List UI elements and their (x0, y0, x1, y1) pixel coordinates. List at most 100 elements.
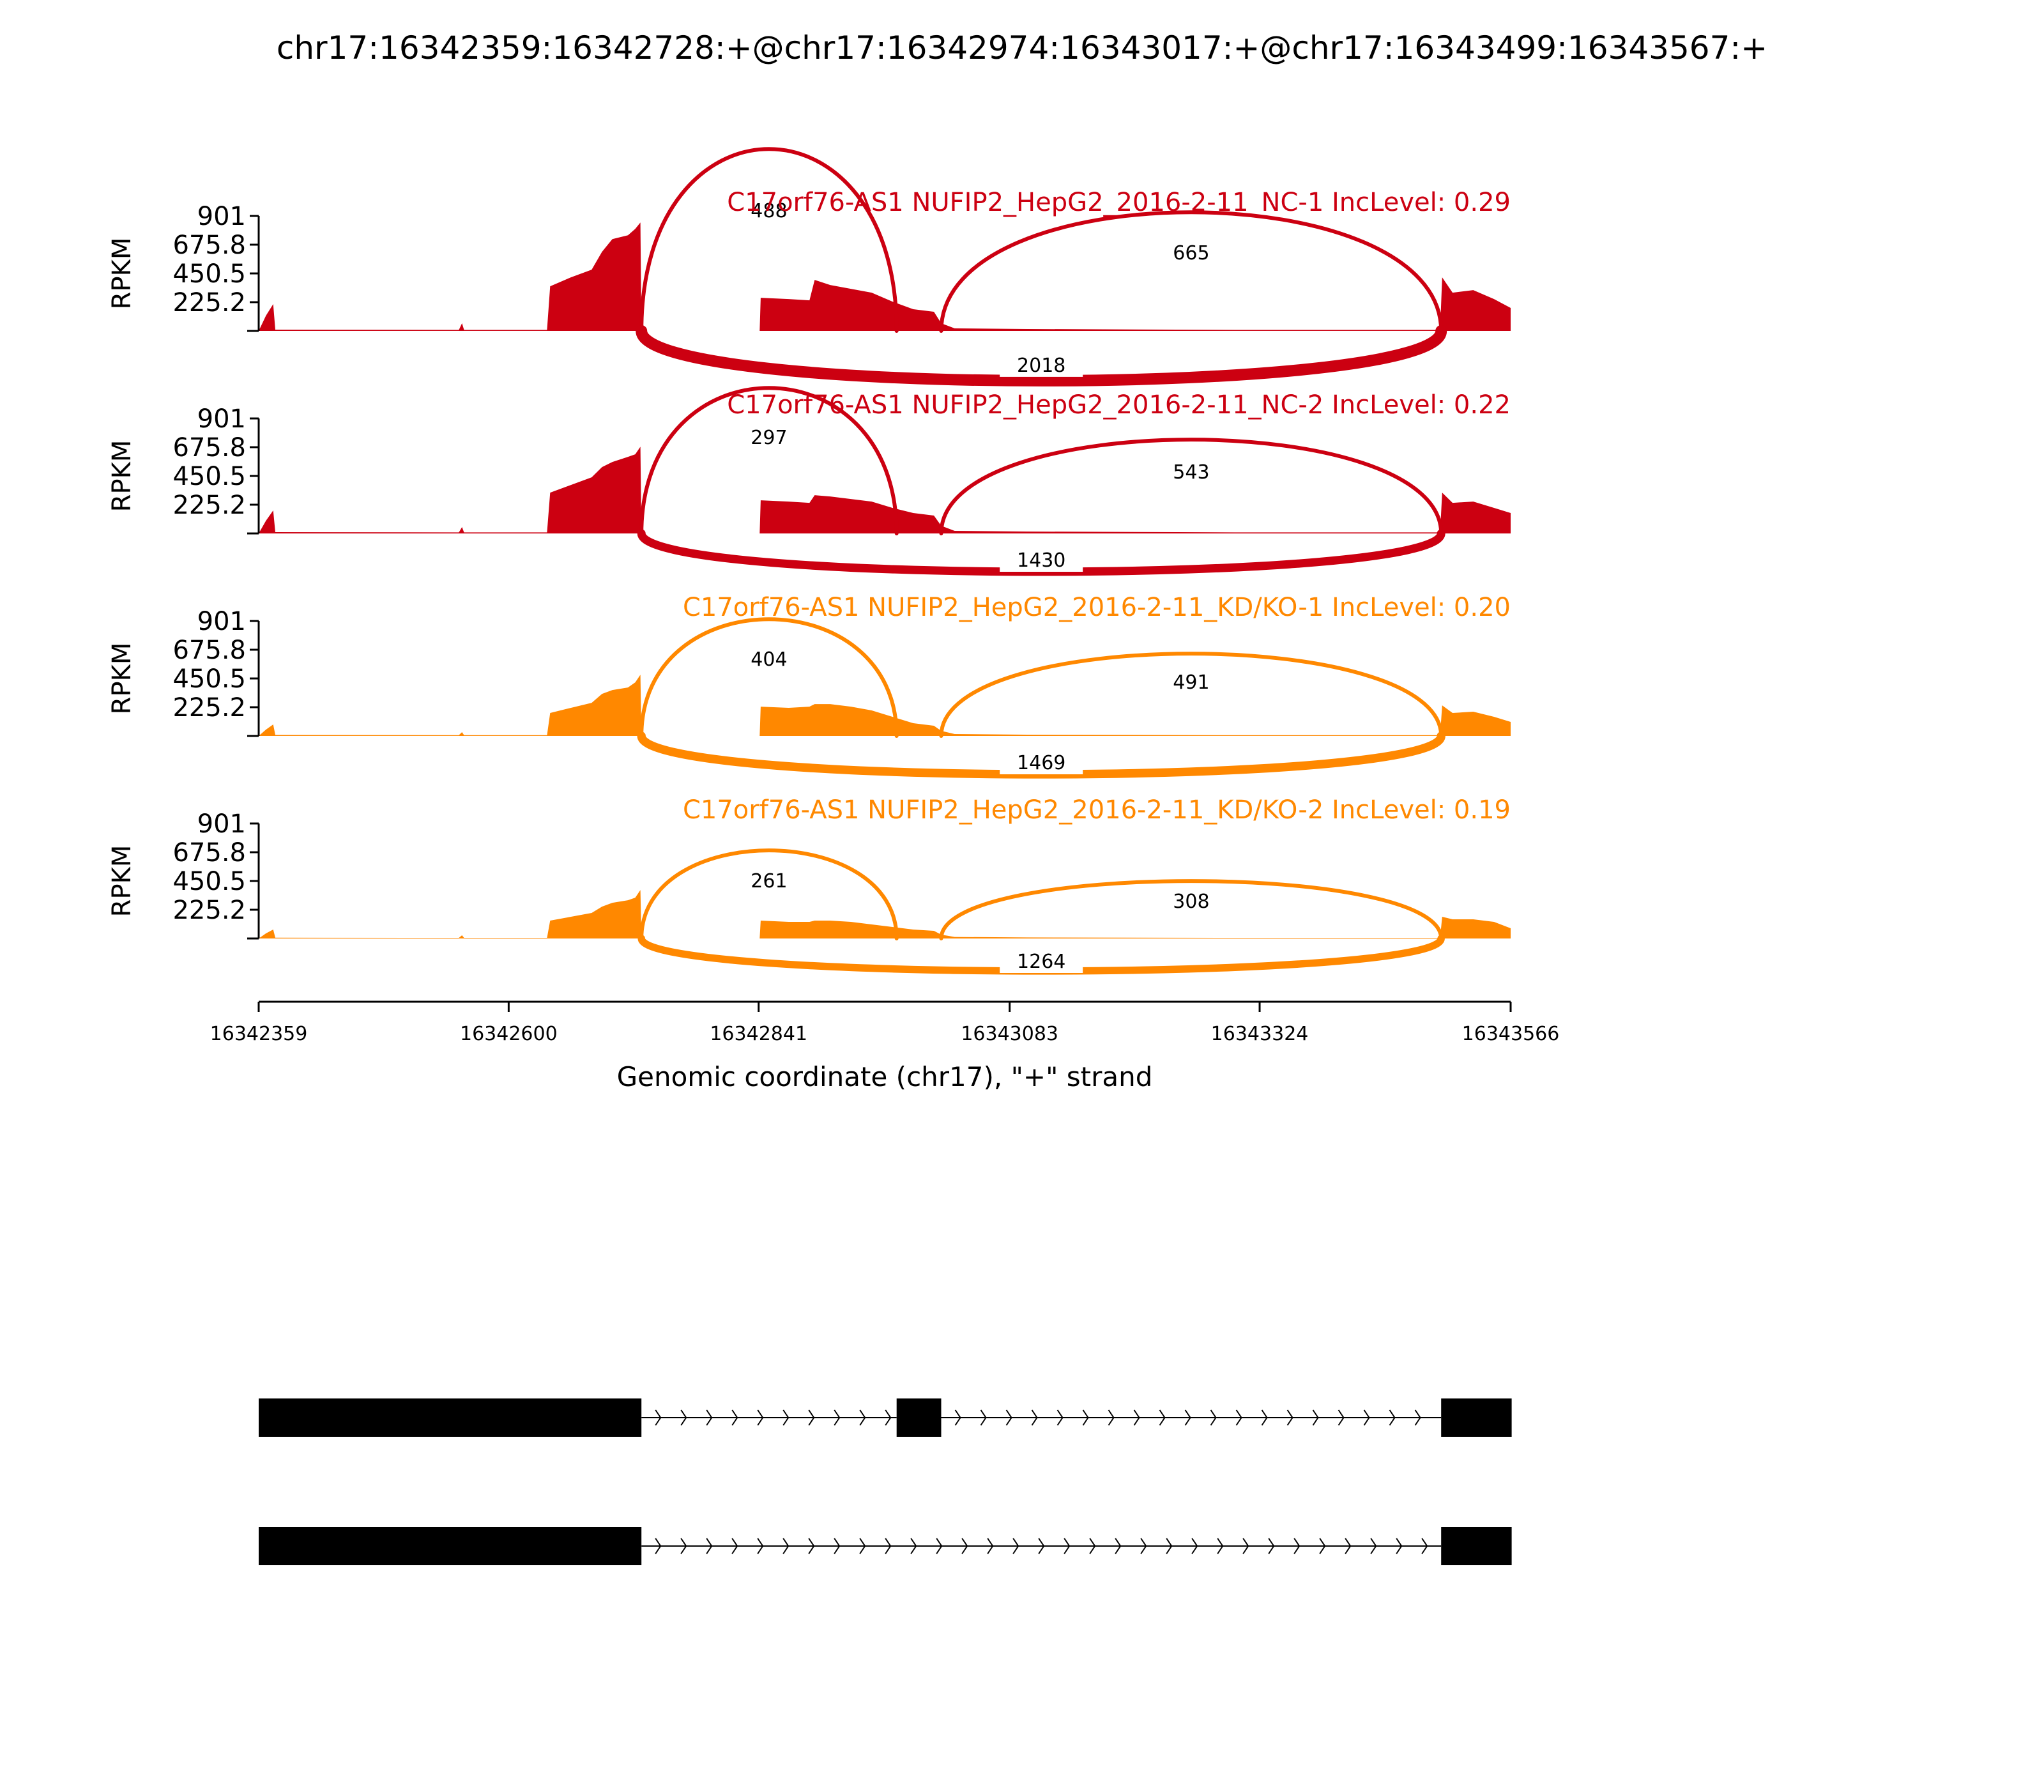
strand-arrow (1286, 1409, 1293, 1426)
strand-arrow (1235, 1409, 1242, 1426)
strand-arrow (731, 1538, 738, 1554)
strand-arrow (954, 1409, 961, 1426)
exon-block (259, 1398, 642, 1437)
junction-count-label: 1430 (1017, 549, 1065, 572)
y-tick-label: 225.2 (172, 288, 246, 318)
chart-title: chr17:16342359:16342728:+@chr17:16342974… (277, 29, 1767, 66)
y-tick-label: 675.8 (172, 231, 246, 260)
y-tick-label: 675.8 (172, 433, 246, 463)
strand-arrow (859, 1538, 866, 1554)
junction-count-label: 404 (751, 648, 787, 671)
junction-label-bg (735, 425, 802, 450)
strand-arrow (834, 1409, 841, 1426)
exon-block (1441, 1398, 1512, 1437)
isoform-2 (259, 1527, 1512, 1565)
y-tick-label: 450.5 (172, 462, 246, 491)
strand-arrow (910, 1538, 917, 1554)
y-axis-label: RPKM (107, 643, 137, 715)
junction-count-label: 2018 (1017, 355, 1065, 377)
y-tick-label: 675.8 (172, 838, 246, 868)
strand-arrow (1414, 1409, 1421, 1426)
x-axis-label: Genomic coordinate (chr17), "+" strand (617, 1061, 1153, 1092)
strand-arrow (808, 1538, 815, 1554)
junction-arc (639, 617, 899, 738)
junction-arc (939, 879, 1444, 940)
junction-arc (939, 210, 1444, 333)
x-tick-label: 16342359 (210, 1023, 308, 1045)
y-tick-label: 450.5 (172, 664, 246, 694)
track-label: C17orf76-AS1 NUFIP2_HepG2_2016-2-11_KD/K… (683, 795, 1511, 825)
strand-arrow (1140, 1538, 1147, 1554)
junction-count-label: 1469 (1017, 752, 1065, 774)
strand-arrow (1064, 1538, 1071, 1554)
strand-arrow (706, 1538, 713, 1554)
strand-arrow (1363, 1409, 1370, 1426)
junction-count-label: 665 (1173, 242, 1209, 264)
coverage-tracks: 225.2450.5675.8901RPKM4886652018C17orf76… (107, 147, 1511, 975)
strand-arrow (1345, 1538, 1352, 1554)
track-label: C17orf76-AS1 NUFIP2_HepG2_2016-2-11_NC-1… (727, 188, 1511, 217)
strand-arrow (655, 1409, 662, 1426)
x-axis: 16342359 16342600 16342841 16343083 16343324… (210, 1000, 1559, 1045)
strand-arrow (731, 1409, 738, 1426)
isoform-models (259, 1398, 1512, 1565)
strand-arrow (1210, 1409, 1217, 1426)
exon-block (896, 1398, 942, 1437)
strand-arrow (808, 1409, 815, 1426)
junction-arc (636, 325, 1447, 387)
x-tick-label: 16343083 (961, 1023, 1058, 1045)
strand-arrow (1108, 1409, 1115, 1426)
y-tick-label: 901 (197, 809, 246, 839)
junction-count-label: 543 (1173, 461, 1209, 484)
strand-arrow (885, 1538, 892, 1554)
x-tick-label: 16342841 (710, 1023, 807, 1045)
junction-arc (639, 386, 899, 535)
strand-arrow (680, 1409, 687, 1426)
strand-arrow (1012, 1538, 1019, 1554)
y-tick-label: 901 (197, 404, 246, 434)
strand-arrow (1268, 1538, 1275, 1554)
junction-label-bg (735, 198, 802, 223)
strand-arrow (1319, 1538, 1326, 1554)
y-tick-label: 450.5 (172, 259, 246, 289)
junction-label-bg (1157, 240, 1224, 265)
y-tick-label: 675.8 (172, 636, 246, 665)
strand-arrow (859, 1409, 866, 1426)
strand-arrow (834, 1538, 841, 1554)
junction-count-label: 297 (751, 427, 787, 449)
y-axis-label: RPKM (107, 440, 137, 512)
strand-arrow (1191, 1538, 1198, 1554)
strand-arrow (987, 1538, 994, 1554)
strand-arrow (1031, 1409, 1038, 1426)
junction-label-bg (1000, 949, 1083, 973)
strand-arrow (1133, 1409, 1140, 1426)
track-label: C17orf76-AS1 NUFIP2_HepG2_2016-2-11_KD/K… (683, 593, 1511, 622)
coverage-area (259, 675, 1511, 736)
y-axis-label: RPKM (107, 845, 137, 917)
isoform-1 (259, 1398, 1512, 1437)
strand-arrow (1166, 1538, 1173, 1554)
strand-arrow (1293, 1538, 1300, 1554)
exon-block (259, 1527, 642, 1565)
junction-arc (639, 848, 899, 940)
strand-arrow (1261, 1409, 1268, 1426)
strand-arrow (1421, 1538, 1428, 1554)
strand-arrow (1389, 1409, 1396, 1426)
y-tick-label: 901 (197, 607, 246, 636)
coverage-area (259, 447, 1511, 533)
strand-arrow (1217, 1538, 1224, 1554)
junction-arc (939, 438, 1444, 535)
junction-label-bg (1000, 548, 1083, 572)
junction-count-label: 261 (751, 870, 787, 892)
strand-arrow (782, 1538, 789, 1554)
strand-arrow (1159, 1409, 1166, 1426)
exon-block (1441, 1527, 1512, 1565)
y-tick-label: 225.2 (172, 896, 246, 925)
junction-count-label: 308 (1173, 891, 1209, 913)
junction-label-bg (1157, 670, 1224, 694)
y-tick-label: 225.2 (172, 491, 246, 520)
